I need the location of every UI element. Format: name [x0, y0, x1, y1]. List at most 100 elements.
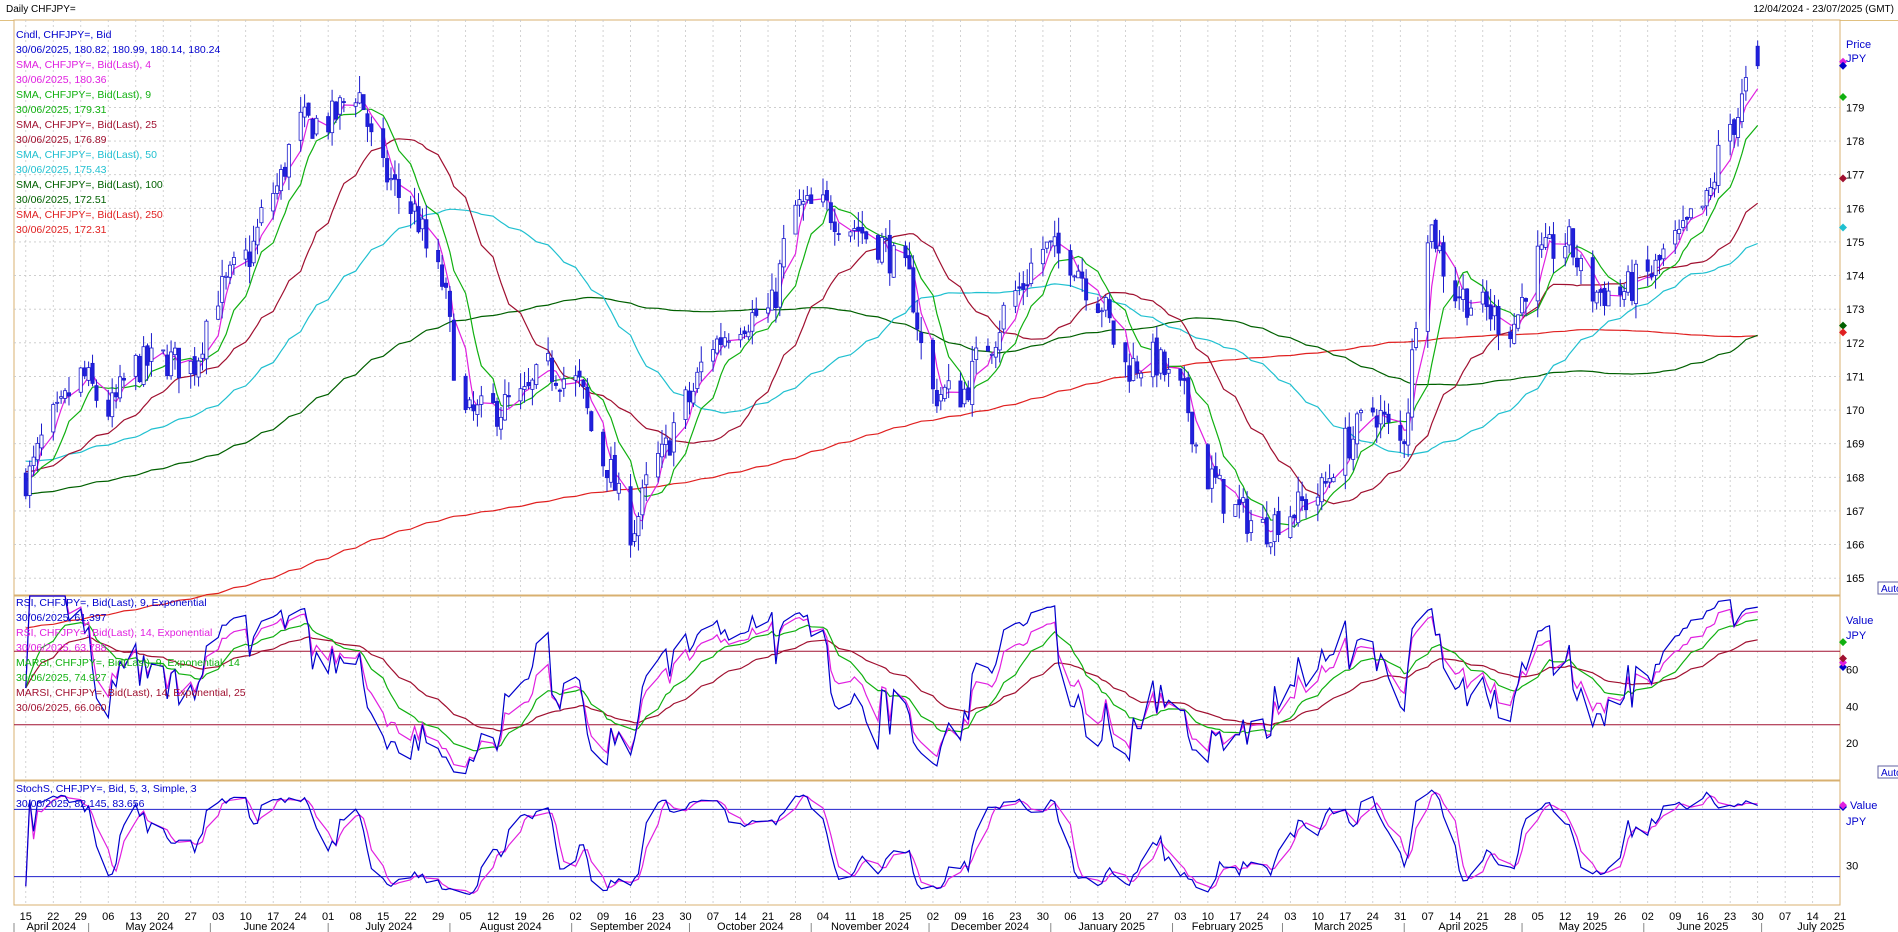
x-tick-label: 12 [487, 911, 499, 923]
overlay-last-marker [1839, 174, 1847, 183]
candle-body [1649, 273, 1654, 278]
candle-body [1158, 349, 1163, 374]
candle-body [118, 376, 123, 399]
candle-body [1488, 304, 1493, 320]
x-tick-label: 17 [1229, 911, 1241, 923]
x-tick-label: 15 [20, 911, 32, 923]
candle-body [860, 227, 865, 234]
x-tick-label: 10 [1312, 911, 1324, 923]
x-tick-label: 09 [954, 911, 966, 923]
x-tick-label: 14 [734, 911, 746, 923]
candle-body [1673, 230, 1678, 245]
candle-body [1414, 328, 1419, 348]
candle-body [699, 361, 704, 373]
candle-body [518, 388, 523, 402]
candle-body [357, 92, 362, 104]
x-tick-label: 31 [1394, 911, 1406, 923]
candle-body [644, 474, 649, 486]
price-panel [13, 19, 1841, 596]
candle-body [793, 204, 798, 235]
x-tick-label: 14 [1449, 911, 1461, 923]
x-tick-label: 09 [1669, 911, 1681, 923]
candle-body [498, 416, 503, 430]
price-tick-label: 170 [1846, 405, 1864, 417]
x-tick-label: 30 [1752, 911, 1764, 923]
candle-body [1021, 283, 1026, 290]
candle-body [1681, 220, 1686, 228]
price-tick-label: 167 [1846, 506, 1864, 518]
rsi-9-line [25, 595, 1758, 775]
candle-body [1700, 205, 1705, 209]
candle-body [636, 516, 641, 537]
candle-body [1520, 297, 1525, 314]
candle-body [1551, 234, 1556, 259]
candle-body [169, 351, 174, 377]
candle-body [1304, 499, 1309, 511]
candle-body [887, 234, 892, 274]
candle-body [1386, 413, 1391, 423]
candle-body [1618, 286, 1623, 296]
candle-body [1296, 491, 1301, 524]
candle-body [286, 144, 291, 178]
candle-body [557, 389, 562, 392]
x-tick-label: 02 [927, 911, 939, 923]
candle-body [585, 386, 590, 409]
candle-body [243, 249, 248, 260]
candle-body [227, 264, 232, 278]
x-tick-label: 10 [1202, 911, 1214, 923]
candle-body [1539, 244, 1544, 250]
rsi_panel-legend-line: 30/06/2025, 74.927 [16, 672, 107, 684]
candle-body [306, 102, 311, 116]
candle-body [612, 454, 617, 491]
x-tick-label: 30 [1037, 911, 1049, 923]
rsi-tick-label: 20 [1846, 738, 1858, 750]
price-tick-label: 166 [1846, 540, 1864, 552]
candle-body [946, 380, 951, 390]
candle-body [337, 97, 342, 115]
candle-body [1323, 481, 1328, 484]
candle-body [1264, 517, 1269, 545]
candle-body [176, 347, 181, 379]
candle-body [1131, 358, 1136, 381]
x-month-label: July 2025 [1797, 921, 1844, 932]
price-auto-button[interactable] [1877, 581, 1898, 595]
chart-title: Daily CHFJPY= [6, 4, 76, 15]
candle-body [1272, 514, 1277, 542]
x-tick-label: 07 [707, 911, 719, 923]
candle-body [1017, 286, 1022, 289]
candle-body [659, 443, 664, 458]
candle-body [161, 349, 166, 352]
x-tick-label: 19 [1587, 911, 1599, 923]
candle-body [640, 487, 645, 516]
stoch-k-line [25, 789, 1758, 896]
candle-body [149, 347, 154, 362]
candle-body [231, 257, 236, 265]
rsi_panel-legend-line: MARSI, CHFJPY=, Bid(Last), 9, Exponentia… [16, 657, 240, 669]
candle-body [279, 169, 284, 192]
sma-250-line [25, 329, 1758, 629]
candle-body [1111, 320, 1116, 345]
candle-body [628, 486, 633, 546]
candle-body [1661, 248, 1666, 260]
candle-body [334, 101, 339, 120]
candle-body [436, 249, 441, 263]
candle-body [561, 378, 566, 389]
candle-body [1260, 518, 1265, 523]
candle-body [1484, 291, 1489, 308]
candle-body [1567, 226, 1572, 246]
x-tick-label: 06 [102, 911, 114, 923]
x-tick-label: 26 [1614, 911, 1626, 923]
candle-body [106, 399, 111, 417]
candle-body [255, 226, 260, 246]
candle-body [389, 178, 394, 181]
candle-body [1127, 365, 1132, 382]
x-month-label: March 2025 [1314, 921, 1372, 932]
candle-body [1288, 516, 1293, 538]
candle-body [1708, 187, 1713, 196]
x-tick-label: 03 [212, 911, 224, 923]
rsi-auto-button[interactable] [1877, 765, 1898, 779]
candle-body [1217, 474, 1222, 480]
candle-body [1347, 426, 1352, 459]
price_panel-legend-line: SMA, CHFJPY=, Bid(Last), 9 [16, 89, 152, 101]
